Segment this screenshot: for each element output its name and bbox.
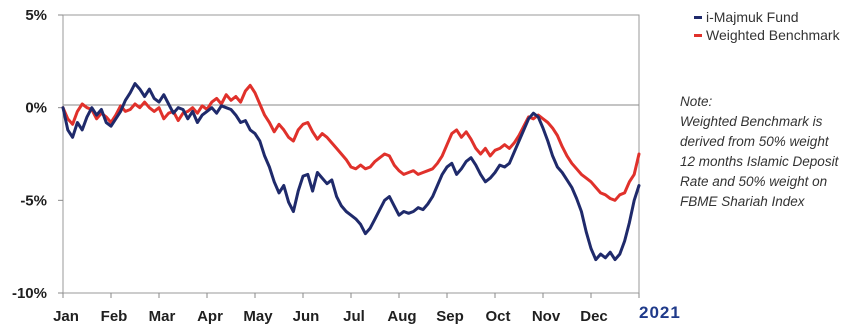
legend-item-fund: i-Majmuk Fund [694,8,840,26]
y-tick-label: -10% [12,285,47,302]
x-tick-label: May [243,308,273,325]
note-title: Note: [680,94,713,109]
x-tick-label: Jul [343,308,365,325]
legend-swatch-fund [694,15,702,19]
x-tick-label: Jan [53,308,79,325]
x-tick-label: Oct [485,308,510,325]
note-line: 12 months Islamic Deposit [680,154,839,169]
y-tick-label: 0% [25,100,47,117]
note-line: FBME Shariah Index [680,194,805,209]
series-line-i-majmuk-fund [61,82,641,262]
x-tick-label: Apr [197,308,223,325]
note-line: Weighted Benchmark is [680,114,823,129]
legend-item-benchmark: Weighted Benchmark [694,26,840,44]
x-tick-label: Nov [532,308,561,325]
x-tick-label: Mar [149,308,176,325]
y-axis-ticks: 5% 0% -5% -10% [12,7,63,302]
x-tick-label: Jun [293,308,320,325]
legend: i-Majmuk Fund Weighted Benchmark [694,8,840,44]
note: Note: Weighted Benchmark is derived from… [680,92,863,212]
y-tick-label: -5% [20,192,47,209]
y-tick-label: 5% [25,7,47,24]
note-line: Rate and 50% weight on [680,174,828,189]
x-tick-label: Dec [580,308,608,325]
x-tick-label: Feb [101,308,128,325]
legend-label-fund: i-Majmuk Fund [706,9,799,25]
x-axis-ticks: Jan Feb Mar Apr May Jun Jul Aug Sep Oct Nov Dec [53,293,640,325]
year-label: 2021 [639,303,681,322]
plot-area [62,14,640,294]
x-tick-label: Aug [387,308,416,325]
x-tick-label: Sep [436,308,464,325]
series-line-weighted-benchmark [61,83,641,202]
note-line: derived from 50% weight [680,134,829,149]
legend-label-benchmark: Weighted Benchmark [706,27,840,43]
series-lines [61,82,641,262]
legend-swatch-benchmark [694,33,702,37]
